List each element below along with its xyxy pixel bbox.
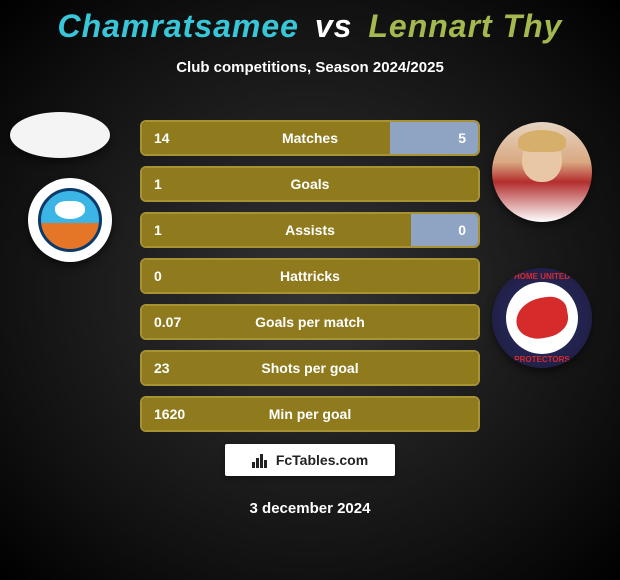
player1-avatar	[10, 112, 110, 158]
stat-row: 1Assists0	[140, 212, 480, 248]
stat-value-left: 23	[142, 360, 212, 376]
stat-value-right: 5	[408, 130, 478, 146]
stat-value-left: 1	[142, 176, 212, 192]
stat-label: Goals per match	[212, 314, 408, 330]
player2-avatar	[492, 122, 592, 222]
stat-row: 1Goals	[140, 166, 480, 202]
stat-value-left: 1	[142, 222, 212, 238]
stat-value-left: 0.07	[142, 314, 212, 330]
vs-text: vs	[315, 8, 353, 44]
club-right-top-text: HOME UNITED	[492, 272, 592, 281]
stat-label: Shots per goal	[212, 360, 408, 376]
subtitle: Club competitions, Season 2024/2025	[0, 59, 620, 76]
stat-row: 23Shots per goal	[140, 350, 480, 386]
stat-value-left: 1620	[142, 406, 212, 422]
stat-row: 14Matches5	[140, 120, 480, 156]
player-photo-icon	[492, 122, 592, 222]
stat-row: 0Hattricks	[140, 258, 480, 294]
stat-label: Hattricks	[212, 268, 408, 284]
stat-value-right: 0	[408, 222, 478, 238]
player1-club-badge	[28, 178, 112, 262]
stat-label: Min per goal	[212, 406, 408, 422]
stat-label: Goals	[212, 176, 408, 192]
player2-name: Lennart Thy	[368, 8, 562, 44]
stat-row: 1620Min per goal	[140, 396, 480, 432]
stat-value-left: 14	[142, 130, 212, 146]
player1-name: Chamratsamee	[58, 8, 299, 44]
player2-club-badge: HOME UNITED PROTECTORS	[492, 268, 592, 368]
stat-value-left: 0	[142, 268, 212, 284]
club-right-bottom-text: PROTECTORS	[492, 355, 592, 364]
stats-container: 14Matches51Goals1Assists00Hattricks0.07G…	[140, 120, 480, 442]
stat-label: Matches	[212, 130, 408, 146]
placeholder-avatar-icon	[10, 112, 110, 158]
stat-row: 0.07Goals per match	[140, 304, 480, 340]
date: 3 december 2024	[0, 500, 620, 517]
stat-label: Assists	[212, 222, 408, 238]
comparison-title: Chamratsamee vs Lennart Thy	[0, 0, 620, 45]
bar-chart-icon	[252, 452, 270, 468]
watermark-text: FcTables.com	[276, 452, 368, 468]
watermark: FcTables.com	[225, 444, 395, 476]
